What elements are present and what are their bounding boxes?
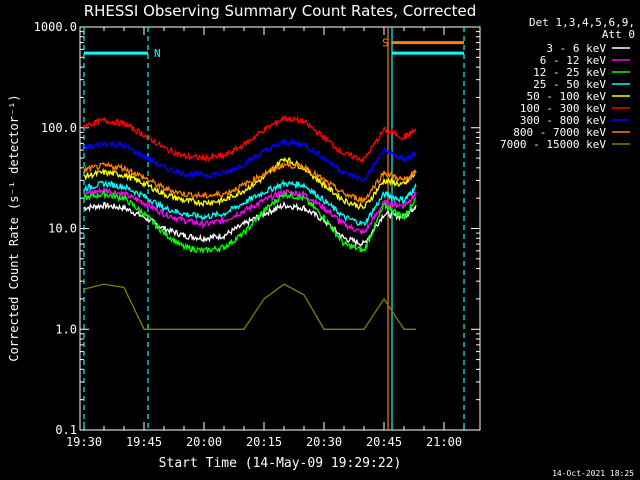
x-tick-label-1: 19:45 (126, 435, 162, 449)
legend-label-1: 6 - 12 keV (540, 54, 607, 67)
series-line-6 (84, 137, 417, 183)
x-axis-ticks: 19:30 19:45 20:00 20:15 20:30 20:45 21:00 (66, 27, 465, 449)
series-line-2 (83, 190, 417, 255)
y-tick-label-1: 1.0 (55, 322, 77, 336)
series-line-7 (83, 159, 417, 205)
y-tick-label-0: 0.1 (55, 423, 77, 437)
series-line-8 (83, 283, 416, 330)
x-tick-label-3: 20:15 (246, 435, 282, 449)
flag-label-0: N (154, 47, 161, 60)
y-tick-label-3: 100.0 (41, 121, 77, 135)
flag-label-1: S (382, 37, 389, 50)
y-axis-ticks: 0.1 1.0 10.0 100.0 1000.0 (34, 20, 480, 437)
x-tick-label-6: 21:00 (426, 435, 462, 449)
legend-label-7: 800 - 7000 keV (513, 126, 606, 139)
x-tick-label-0: 19:30 (66, 435, 102, 449)
plot-frame (79, 26, 481, 431)
legend-label-8: 7000 - 15000 keV (500, 138, 606, 151)
y-tick-label-4: 1000.0 (34, 20, 77, 34)
vertical-markers (83, 27, 465, 430)
series-line-4 (83, 156, 417, 211)
legend-label-4: 50 - 100 keV (527, 90, 607, 103)
x-tick-label-4: 20:30 (306, 435, 342, 449)
chart-title: RHESSI Observing Summary Count Rates, Co… (83, 2, 477, 20)
y-tick-label-2: 10.0 (48, 222, 77, 236)
legend-header-0: Det 1,3,4,5,6,9, (529, 16, 635, 29)
plot-border (79, 26, 481, 431)
x-tick-label-2: 20:00 (186, 435, 222, 449)
legend-label-3: 25 - 50 keV (533, 78, 606, 91)
legend-label-6: 300 - 800 keV (520, 114, 606, 127)
legend-header-1: Att 0 (602, 28, 635, 41)
legend-label-5: 100 - 300 keV (520, 102, 606, 115)
timestamp: 14-Oct-2021 18:25 (552, 469, 634, 478)
legend-label-2: 12 - 25 keV (533, 66, 606, 79)
series-line-1 (83, 186, 417, 235)
series-layer (83, 115, 417, 330)
series-line-5 (83, 115, 417, 165)
series-line-3 (83, 179, 417, 227)
x-axis-label: Start Time (14-May-09 19:29:22) (159, 456, 402, 471)
legend-label-0: 3 - 6 keV (546, 42, 606, 55)
y-axis-label: Corrected Count Rate (s⁻¹ detector⁻¹) (7, 94, 21, 361)
flags-layer: NS (84, 37, 464, 60)
x-tick-label-5: 20:45 (366, 435, 402, 449)
